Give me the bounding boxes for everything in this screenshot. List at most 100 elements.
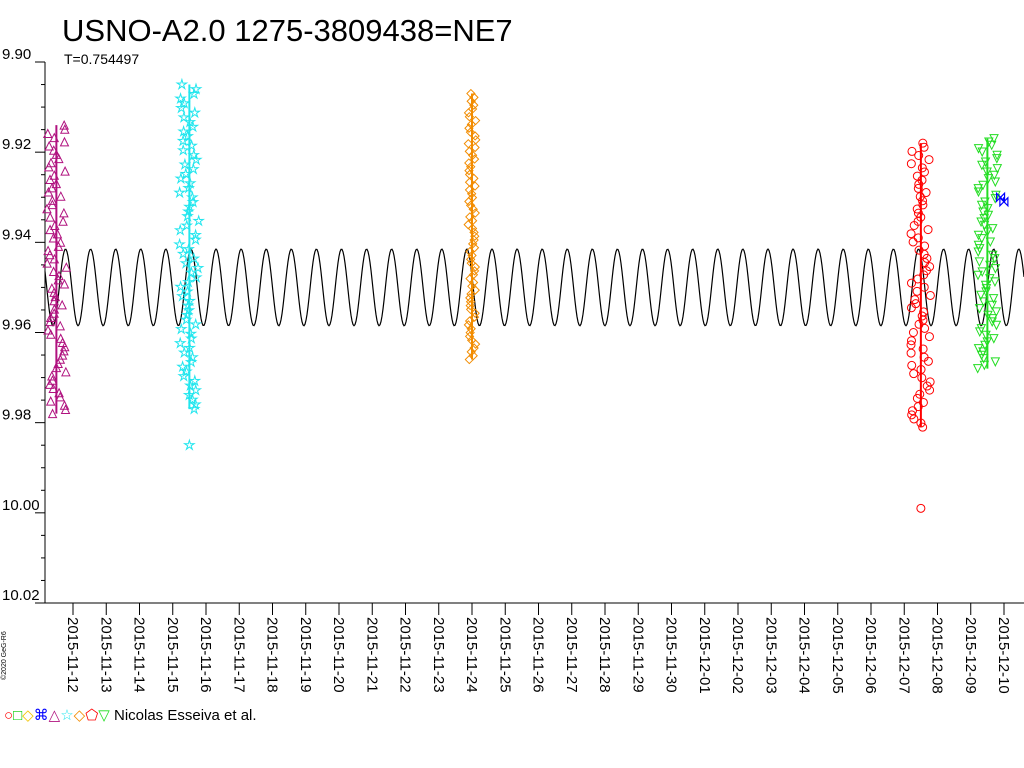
- data-point: [49, 132, 60, 143]
- data-point: [470, 142, 480, 153]
- data-point: [60, 404, 71, 414]
- data-point: [187, 87, 201, 100]
- data-point: [466, 347, 476, 357]
- data-point: [916, 503, 926, 513]
- data-point: [986, 140, 997, 151]
- data-point: [974, 257, 985, 268]
- series-star: [173, 77, 206, 451]
- data-point: [976, 234, 987, 244]
- data-point: [988, 294, 999, 304]
- y-tick-label: 9.98: [2, 407, 31, 424]
- data-point: [55, 320, 66, 331]
- data-point: [466, 189, 477, 199]
- data-point: [912, 286, 922, 296]
- data-point: [181, 275, 195, 288]
- x-tick-label: 2015-11-25: [496, 617, 513, 693]
- data-point: [177, 369, 191, 382]
- data-point: [46, 157, 56, 168]
- data-point: [47, 283, 57, 293]
- data-point: [59, 278, 70, 289]
- data-point: [982, 227, 993, 238]
- data-point: [912, 204, 922, 214]
- data-point: [189, 383, 203, 396]
- data-point: [49, 308, 59, 318]
- data-point: [191, 261, 205, 274]
- data-point: [983, 174, 994, 184]
- data-point: [49, 220, 60, 230]
- data-point: [59, 119, 69, 130]
- data-point: [182, 438, 196, 451]
- x-tick-label: 2015-11-23: [430, 617, 447, 693]
- data-point: [992, 150, 1002, 161]
- data-point: [972, 364, 983, 374]
- data-point: [983, 210, 994, 221]
- data-point: [463, 108, 474, 118]
- data-point: [176, 134, 190, 147]
- data-point: [467, 223, 478, 234]
- data-point: [47, 199, 58, 210]
- data-point: [469, 266, 480, 276]
- x-tick-label: 2015-11-19: [297, 617, 314, 693]
- data-point: [465, 300, 475, 311]
- data-point: [906, 303, 916, 313]
- data-point: [42, 257, 52, 268]
- data-point: [42, 128, 53, 138]
- data-point: [464, 123, 474, 133]
- data-point: [173, 223, 187, 236]
- legend-text: Nicolas Esseiva et al.: [114, 707, 257, 724]
- data-point: [973, 344, 984, 354]
- data-point: [470, 131, 480, 141]
- x-tick-label: 2015-11-15: [164, 617, 181, 693]
- x-tick-label: 2015-12-03: [762, 617, 779, 694]
- data-point: [183, 294, 197, 307]
- data-point: [59, 400, 70, 410]
- data-point: [180, 364, 193, 378]
- x-tick-label: 2015-11-27: [563, 617, 580, 693]
- data-point: [917, 163, 927, 173]
- data-point: [174, 91, 187, 105]
- data-point: [906, 159, 916, 169]
- data-point: [914, 179, 924, 189]
- data-point: [43, 186, 54, 197]
- data-point: [189, 228, 203, 241]
- x-tick-label: 2015-11-17: [230, 617, 247, 693]
- data-point: [186, 162, 200, 175]
- data-point: [464, 111, 475, 122]
- model-curve: [44, 248, 1024, 327]
- data-point: [909, 369, 919, 379]
- data-point: [55, 391, 65, 402]
- x-tick-label: 2015-11-14: [131, 617, 148, 693]
- data-point: [987, 300, 998, 311]
- data-point: [979, 220, 990, 231]
- data-point: [469, 100, 479, 110]
- data-point: [919, 282, 929, 292]
- data-point: [981, 330, 991, 341]
- data-point: [47, 375, 58, 385]
- data-point: [465, 254, 476, 265]
- data-point: [973, 230, 984, 241]
- data-point: [173, 336, 187, 349]
- data-point: [59, 207, 69, 218]
- data-point: [918, 196, 928, 206]
- data-point: [470, 181, 480, 191]
- data-point: [913, 183, 923, 193]
- data-point: [921, 188, 931, 198]
- data-point: [189, 317, 203, 330]
- x-tick-label: 2015-11-30: [663, 617, 680, 693]
- data-point: [464, 185, 475, 195]
- data-point: [45, 316, 55, 327]
- data-point: [465, 200, 476, 211]
- data-point: [916, 418, 926, 428]
- data-point: [192, 214, 206, 227]
- data-point: [907, 146, 917, 156]
- data-point: [989, 254, 1000, 264]
- data-point: [995, 191, 1006, 203]
- data-point: [464, 354, 475, 365]
- data-point: [977, 147, 987, 158]
- data-point: [45, 329, 56, 339]
- data-point: [176, 143, 190, 156]
- data-point: [907, 360, 917, 370]
- data-point: [906, 278, 916, 288]
- data-point: [990, 264, 1001, 274]
